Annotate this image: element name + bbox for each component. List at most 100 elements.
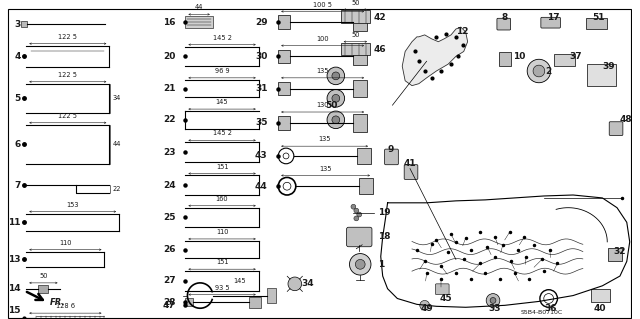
Circle shape — [527, 59, 550, 83]
Text: 18: 18 — [378, 233, 390, 241]
Bar — [278, 82, 290, 95]
Bar — [591, 289, 610, 302]
FancyBboxPatch shape — [347, 227, 372, 247]
FancyBboxPatch shape — [404, 165, 418, 179]
Text: S5B4-B0710C: S5B4-B0710C — [521, 310, 563, 315]
Text: 44: 44 — [112, 141, 121, 147]
Text: 32: 32 — [614, 247, 626, 256]
Circle shape — [354, 216, 359, 221]
Text: 10: 10 — [513, 52, 525, 61]
FancyBboxPatch shape — [385, 149, 398, 165]
Circle shape — [327, 90, 344, 107]
Text: 44: 44 — [195, 4, 204, 11]
Text: 23: 23 — [163, 148, 176, 157]
Text: 46: 46 — [374, 45, 387, 54]
Text: 36: 36 — [545, 304, 557, 313]
Text: FR.: FR. — [50, 298, 65, 307]
Circle shape — [490, 298, 496, 303]
Text: 24: 24 — [163, 181, 176, 190]
Text: 160: 160 — [216, 196, 228, 202]
Text: 11: 11 — [8, 218, 20, 227]
Text: 49: 49 — [420, 304, 433, 313]
Text: 17: 17 — [547, 13, 560, 22]
Text: 14: 14 — [8, 284, 20, 293]
Text: 9: 9 — [387, 145, 394, 154]
Text: 48: 48 — [620, 115, 632, 124]
Text: 100 5: 100 5 — [313, 2, 332, 8]
Text: 13: 13 — [8, 255, 20, 264]
FancyBboxPatch shape — [497, 18, 511, 30]
Text: 12: 12 — [456, 27, 468, 36]
Text: 47: 47 — [163, 301, 176, 310]
Text: 19: 19 — [378, 208, 390, 217]
Text: 51: 51 — [592, 13, 605, 22]
Text: 93 5: 93 5 — [215, 285, 229, 291]
Text: 135: 135 — [319, 166, 332, 172]
Bar — [586, 18, 607, 29]
Circle shape — [332, 116, 340, 124]
Text: 145: 145 — [233, 278, 246, 284]
Text: 145: 145 — [216, 99, 228, 105]
Bar — [608, 248, 622, 261]
Text: 22: 22 — [163, 115, 176, 124]
Text: 1: 1 — [378, 260, 384, 269]
Text: 151: 151 — [216, 164, 228, 170]
Bar — [353, 48, 367, 65]
Circle shape — [420, 300, 429, 310]
Text: 29: 29 — [255, 18, 268, 27]
Bar — [21, 21, 28, 27]
Text: 35: 35 — [255, 118, 268, 127]
Text: 130: 130 — [316, 102, 329, 108]
FancyBboxPatch shape — [541, 17, 561, 28]
Text: 4: 4 — [14, 52, 20, 61]
Text: 50: 50 — [351, 32, 360, 38]
Text: 122 5: 122 5 — [58, 72, 77, 78]
Text: 44: 44 — [255, 182, 268, 191]
Circle shape — [533, 65, 545, 77]
Text: 27: 27 — [163, 277, 176, 286]
Text: 39: 39 — [602, 62, 615, 70]
Text: 15: 15 — [8, 306, 20, 315]
Text: 42: 42 — [374, 13, 387, 22]
Text: 50: 50 — [39, 273, 47, 279]
Polygon shape — [402, 27, 468, 85]
Text: 151: 151 — [216, 259, 228, 265]
Text: 33: 33 — [489, 304, 501, 313]
Text: 22: 22 — [112, 186, 121, 192]
FancyBboxPatch shape — [435, 284, 449, 294]
Text: 8: 8 — [502, 13, 508, 22]
Circle shape — [349, 254, 371, 275]
Text: 40: 40 — [593, 304, 605, 313]
Text: 16: 16 — [163, 18, 176, 27]
Bar — [587, 64, 616, 85]
Text: 96 9: 96 9 — [215, 68, 229, 74]
Bar — [278, 15, 290, 29]
Bar — [278, 116, 290, 130]
Text: 31: 31 — [255, 84, 268, 93]
Text: 28: 28 — [163, 298, 176, 307]
Bar — [38, 285, 48, 293]
Text: 2: 2 — [546, 66, 552, 76]
Circle shape — [354, 208, 359, 213]
Text: 145 2: 145 2 — [212, 35, 232, 41]
Circle shape — [288, 277, 301, 291]
Text: 128 6: 128 6 — [56, 303, 75, 309]
Text: 145 2: 145 2 — [212, 130, 232, 137]
Text: 3: 3 — [14, 20, 20, 29]
Bar — [499, 52, 511, 66]
Bar — [353, 13, 367, 31]
Circle shape — [327, 67, 344, 85]
Circle shape — [332, 72, 340, 80]
Text: 34: 34 — [112, 95, 120, 101]
Bar — [340, 43, 370, 56]
Text: 50: 50 — [351, 0, 360, 6]
Bar — [359, 178, 373, 194]
Text: 122 5: 122 5 — [58, 113, 77, 119]
Bar — [357, 148, 371, 164]
Circle shape — [486, 293, 500, 307]
Text: 110: 110 — [216, 229, 228, 235]
Circle shape — [351, 204, 356, 209]
Text: 50: 50 — [324, 101, 337, 110]
Text: 153: 153 — [67, 202, 79, 208]
Text: 122 5: 122 5 — [58, 34, 77, 40]
